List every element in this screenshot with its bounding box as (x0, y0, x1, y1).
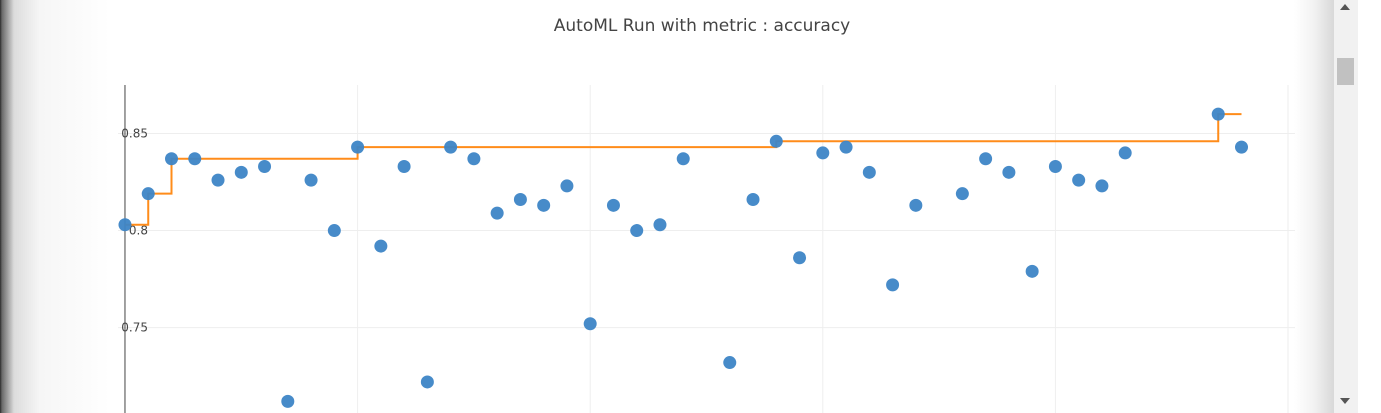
best-score-step-line (124, 113, 1242, 226)
scatter-point[interactable] (327, 224, 341, 238)
scatter-point[interactable] (1048, 160, 1062, 174)
scatter-point[interactable] (1118, 146, 1132, 160)
scatter-point[interactable] (839, 140, 853, 154)
scatter-point[interactable] (676, 152, 690, 166)
scatter-point[interactable] (583, 317, 597, 331)
scatter-point[interactable] (141, 187, 155, 201)
scatter-point[interactable] (537, 198, 551, 212)
left-edge-shadow (0, 0, 110, 413)
scatter-point[interactable] (746, 193, 760, 207)
scroll-thumb[interactable] (1337, 58, 1354, 85)
best-score-line-layer (124, 113, 1242, 226)
y-tick-label: 0.75 (121, 321, 148, 335)
scatter-point[interactable] (1002, 165, 1016, 179)
y-tick-label: 0.8 (129, 224, 148, 238)
vertical-scrollbar[interactable] (1334, 0, 1358, 413)
scatter-point[interactable] (420, 375, 434, 389)
scatter-point[interactable] (397, 160, 411, 174)
scatter-point[interactable] (513, 193, 527, 207)
plot-panel (110, 0, 1294, 413)
scatter-point[interactable] (769, 134, 783, 148)
scatter-point[interactable] (1235, 140, 1248, 154)
y-tick-labels: 0.75 0.8 0.85 (121, 127, 148, 335)
scatter-point[interactable] (374, 239, 388, 253)
grid-layer (118, 85, 1295, 413)
scatter-point[interactable] (444, 140, 458, 154)
scatter-point[interactable] (1211, 107, 1225, 121)
scatter-point[interactable] (886, 278, 900, 292)
scatter-point[interactable] (1072, 173, 1086, 187)
scatter-points-layer (118, 107, 1248, 408)
right-edge-shadow (1294, 0, 1334, 413)
scatter-point[interactable] (351, 140, 365, 154)
scatter-point[interactable] (862, 165, 876, 179)
scatter-point[interactable] (234, 165, 248, 179)
scatter-point[interactable] (630, 224, 644, 238)
scatter-point[interactable] (118, 218, 132, 232)
scroll-down-arrow-icon[interactable] (1340, 398, 1350, 404)
scatter-point[interactable] (281, 394, 295, 408)
scatter-point[interactable] (165, 152, 178, 166)
scatter-point[interactable] (560, 179, 574, 193)
scatter-point[interactable] (1095, 179, 1109, 193)
scatter-point[interactable] (909, 198, 923, 212)
scatter-point[interactable] (490, 206, 504, 220)
scatter-point[interactable] (955, 187, 969, 201)
scatter-point[interactable] (258, 160, 272, 174)
right-gutter (1358, 0, 1381, 413)
scatter-point[interactable] (188, 152, 202, 166)
scatter-point[interactable] (653, 218, 667, 232)
y-tick-label: 0.85 (121, 127, 148, 141)
scatter-point[interactable] (979, 152, 993, 166)
scatter-point[interactable] (467, 152, 481, 166)
scatter-point[interactable] (606, 198, 620, 212)
scroll-up-arrow-icon[interactable] (1340, 4, 1350, 10)
scatter-point[interactable] (816, 146, 830, 160)
scatter-point[interactable] (1025, 264, 1039, 278)
chart-plot-area: 0.75 0.8 0.85 (118, 85, 1295, 413)
scatter-point[interactable] (211, 173, 225, 187)
scatter-point[interactable] (304, 173, 318, 187)
scatter-point[interactable] (723, 356, 737, 370)
chart-title: AutoML Run with metric : accuracy (553, 16, 851, 36)
scatter-point[interactable] (793, 251, 807, 265)
